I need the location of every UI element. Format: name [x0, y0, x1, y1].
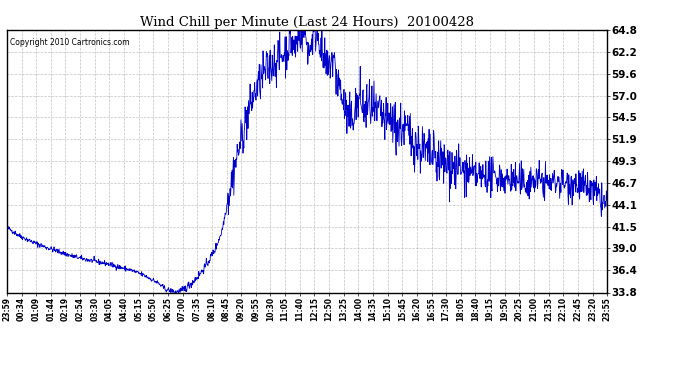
- Text: Copyright 2010 Cartronics.com: Copyright 2010 Cartronics.com: [10, 38, 130, 47]
- Title: Wind Chill per Minute (Last 24 Hours)  20100428: Wind Chill per Minute (Last 24 Hours) 20…: [140, 16, 474, 29]
